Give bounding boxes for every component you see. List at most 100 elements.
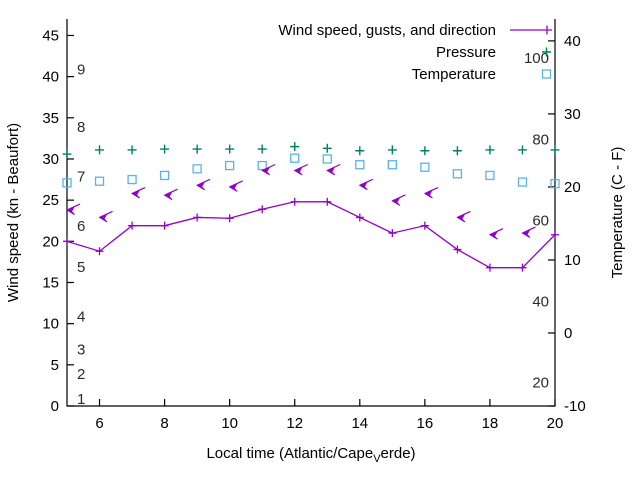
gust-direction-arrow <box>488 228 504 240</box>
gust-arrow-head <box>456 213 466 223</box>
y-left-tick-label: 40 <box>42 69 59 86</box>
y-left-tick-label: 15 <box>42 274 59 291</box>
y-right-tick-label: -10 <box>564 398 586 415</box>
wind-speed-point <box>388 229 397 238</box>
temperature-point <box>127 174 137 185</box>
pressure-point <box>387 145 397 155</box>
wind-speed-point <box>453 245 462 254</box>
wind-speed-line <box>66 201 556 269</box>
gust-direction-arrow <box>130 187 146 199</box>
temperature-point <box>517 177 528 187</box>
beaufort-label: 2 <box>77 366 85 383</box>
gust-arrow-head <box>521 228 531 239</box>
y-left-tick-label: 0 <box>51 398 59 415</box>
y-left-tick-label: 35 <box>42 110 59 127</box>
fahrenheit-label: 80 <box>532 131 549 148</box>
gust-arrow-head <box>488 230 499 240</box>
x-tick-label: 18 <box>482 415 499 432</box>
temperature-point <box>192 164 202 174</box>
gust-arrow-head <box>130 189 141 199</box>
beaufort-label: 1 <box>77 391 85 408</box>
pressure-point <box>517 145 527 155</box>
x-tick-label: 10 <box>221 415 238 432</box>
wind-speed-point <box>323 197 332 206</box>
pressure-point <box>485 145 495 155</box>
temperature-point <box>290 153 300 163</box>
temperature-point <box>159 170 170 181</box>
temperature-point <box>322 154 332 164</box>
wind-speed-point <box>551 230 559 239</box>
x-tick-label: 16 <box>417 415 434 432</box>
y-left-tick-label: 30 <box>42 151 59 168</box>
pressure-point <box>322 143 332 153</box>
gust-direction-arrow <box>196 178 211 191</box>
wind-speed-point <box>420 221 429 230</box>
pressure-point <box>95 145 105 155</box>
wind-speed-point <box>225 214 234 223</box>
y-left-tick-label: 10 <box>42 316 59 333</box>
gust-arrow-head <box>98 213 108 223</box>
y-left-tick-label: 45 <box>42 27 59 44</box>
gust-direction-arrow <box>326 163 341 176</box>
beaufort-label: 5 <box>77 259 85 276</box>
y-left-tick-label: 5 <box>51 357 59 374</box>
temperature-point <box>225 160 235 171</box>
gust-direction-arrow <box>456 210 471 223</box>
y-right-tick-label: 10 <box>564 252 581 269</box>
y-left-axis-title: Wind speed (kn - Beaufort) <box>5 123 22 302</box>
gust-arrow-head <box>423 189 434 199</box>
beaufort-label: 4 <box>77 308 85 325</box>
gust-direction-arrow <box>521 226 536 239</box>
x-tick-label: 12 <box>286 415 303 432</box>
pressure-point <box>192 144 202 154</box>
beaufort-label: 6 <box>77 218 85 235</box>
gust-direction-arrow <box>98 210 113 223</box>
y-left-tick-label: 20 <box>42 233 59 250</box>
x-tick-label: 6 <box>95 415 103 432</box>
legend-swatch-plus <box>542 47 551 57</box>
gust-direction-arrow <box>358 178 374 191</box>
gust-direction-arrow <box>163 188 178 201</box>
legend-label: Pressure <box>436 44 496 61</box>
pressure-point <box>420 146 430 156</box>
temperature-point <box>485 170 495 181</box>
gust-arrow-head <box>261 166 271 176</box>
gust-direction-arrow <box>293 163 308 176</box>
x-tick-label: 20 <box>547 415 564 432</box>
temperature-point <box>94 176 105 186</box>
temperature-point <box>420 162 430 172</box>
pressure-point <box>355 146 365 156</box>
pressure-point <box>550 145 560 155</box>
temperature-point <box>452 169 463 179</box>
temperature-point <box>257 160 267 171</box>
legend-label: Wind speed, gusts, and direction <box>278 22 496 39</box>
gust-arrow-head <box>65 205 76 215</box>
gust-direction-arrow <box>261 163 276 176</box>
pressure-point <box>225 144 235 154</box>
gust-arrow-head <box>326 166 336 176</box>
y-right-axis-title: Temperature (C - F) <box>609 147 626 279</box>
gust-direction-arrow <box>423 187 439 199</box>
gust-direction-arrow <box>65 203 81 215</box>
chart-legend: Wind speed, gusts, and direction Pressure… <box>278 22 552 83</box>
y-right-tick-label: 40 <box>564 33 581 50</box>
pressure-point <box>62 149 72 159</box>
beaufort-label: 8 <box>77 119 85 136</box>
pressure-point <box>127 145 137 155</box>
y-left-tick-label: 25 <box>42 192 59 209</box>
y-right-tick-label: 0 <box>564 325 572 342</box>
beaufort-label: 3 <box>77 341 85 358</box>
wind-speed-point <box>128 221 137 230</box>
wind-speed-point <box>160 221 169 230</box>
beaufort-label: 7 <box>77 168 85 185</box>
temperature-point <box>387 160 397 170</box>
temperature-point <box>355 160 365 170</box>
gust-arrow-head <box>228 182 238 192</box>
gust-arrow-head <box>391 196 401 206</box>
fahrenheit-label: 100 <box>524 50 549 67</box>
fahrenheit-label: 60 <box>532 212 549 229</box>
temperature-point <box>62 178 72 188</box>
temperature-point <box>550 179 560 189</box>
